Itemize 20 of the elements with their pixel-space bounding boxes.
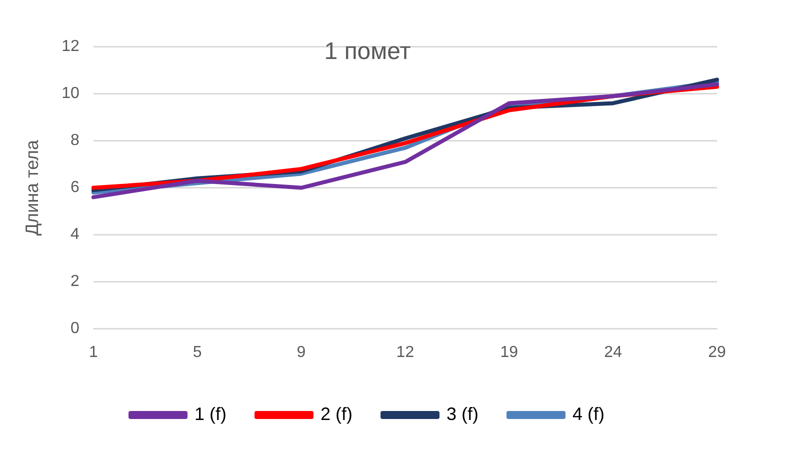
chart-title: 1 помет bbox=[324, 38, 411, 66]
x-tick-label: 5 bbox=[192, 344, 202, 361]
y-tick-label: 4 bbox=[70, 226, 80, 244]
legend-label: 2 (f) bbox=[320, 404, 353, 424]
x-tick-label: 29 bbox=[708, 344, 726, 361]
y-tick-label: 10 bbox=[62, 85, 80, 102]
x-tick-label: 19 bbox=[500, 344, 518, 361]
y-axis-title: Длина тела bbox=[22, 138, 42, 236]
y-tick-label: 0 bbox=[70, 320, 80, 338]
x-tick-label: 24 bbox=[604, 344, 622, 361]
x-tick-label: 9 bbox=[296, 344, 306, 361]
y-tick-label: 12 bbox=[62, 38, 80, 56]
x-tick-label: 1 bbox=[88, 344, 98, 361]
legend-label: 1 (f) bbox=[194, 404, 227, 424]
legend-label: 4 (f) bbox=[572, 404, 605, 424]
legend-label: 3 (f) bbox=[446, 404, 479, 424]
y-tick-label: 8 bbox=[70, 132, 80, 150]
y-tick-label: 6 bbox=[70, 179, 80, 196]
x-tick-label: 12 bbox=[396, 344, 414, 361]
y-tick-label: 2 bbox=[70, 273, 80, 290]
